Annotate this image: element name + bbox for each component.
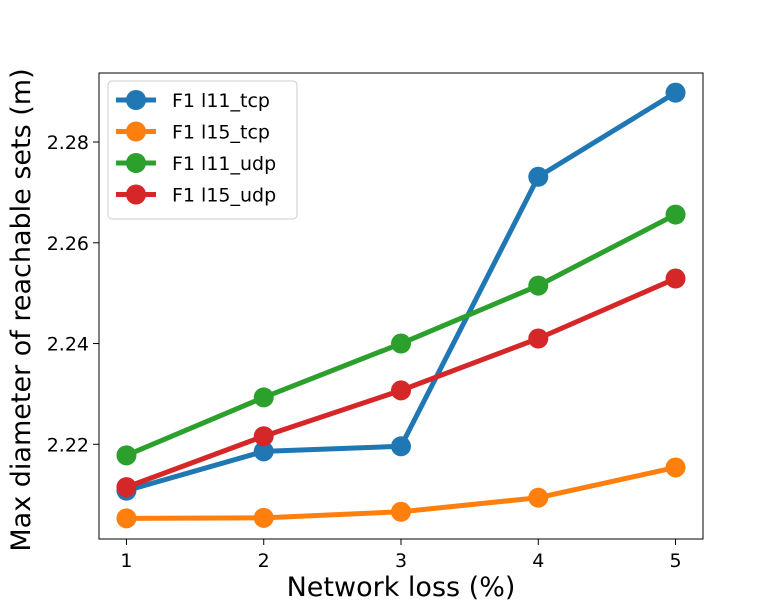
data-point (391, 380, 411, 401)
legend-item: F1 l15_tcp (116, 121, 270, 144)
y-tick-label: 2.24 (47, 334, 89, 356)
legend-item: F1 l15_udp (116, 184, 276, 207)
data-point (391, 333, 411, 354)
data-point (665, 82, 686, 103)
y-axis-label: Max diameter of reachable sets (m) (6, 68, 37, 551)
series-2 (116, 204, 686, 466)
data-point (116, 445, 137, 466)
series-1 (116, 457, 686, 529)
legend-item: F1 l11_udp (116, 153, 276, 175)
data-point (528, 328, 549, 349)
x-axis-ticks: 1 2 3 4 5 (120, 539, 682, 572)
x-tick-label: 1 (120, 550, 132, 572)
y-tick-label: 2.22 (47, 434, 89, 456)
legend-item: F1 l11_tcp (116, 90, 270, 112)
x-tick-label: 4 (532, 550, 544, 572)
x-axis-label: Network loss (%) (287, 572, 516, 603)
data-point (528, 275, 549, 296)
legend-swatch-marker (126, 121, 146, 142)
x-tick-label: 2 (258, 550, 270, 572)
data-point (116, 477, 137, 498)
legend-label: F1 l11_udp (172, 153, 276, 175)
data-point (528, 487, 549, 508)
data-point (665, 457, 686, 478)
y-tick-label: 2.26 (47, 233, 89, 255)
x-tick-label: 5 (669, 550, 681, 572)
series-layer (116, 82, 686, 529)
legend: F1 l11_tcp F1 l15_tcp F1 l11_udp F1 l15_udp (107, 80, 298, 220)
data-point (253, 441, 274, 462)
legend-label: F1 l15_tcp (172, 122, 270, 144)
data-point (665, 204, 686, 225)
data-point (665, 268, 686, 289)
y-tick-label: 2.28 (47, 132, 89, 154)
legend-label: F1 l11_tcp (172, 90, 270, 112)
legend-swatch-marker (126, 90, 146, 110)
data-point (253, 507, 274, 528)
data-point (528, 166, 549, 187)
data-point (391, 436, 411, 457)
legend-swatch-marker (126, 184, 146, 205)
data-point (253, 426, 274, 447)
data-point (391, 501, 411, 522)
series-3 (116, 268, 686, 498)
legend-box (107, 80, 298, 220)
x-tick-label: 3 (395, 550, 407, 572)
y-axis-ticks: 2.22 2.24 2.26 2.28 (47, 132, 99, 456)
legend-swatch-marker (126, 153, 146, 173)
data-point (253, 387, 274, 408)
legend-label: F1 l15_udp (172, 185, 276, 207)
data-point (116, 508, 137, 529)
